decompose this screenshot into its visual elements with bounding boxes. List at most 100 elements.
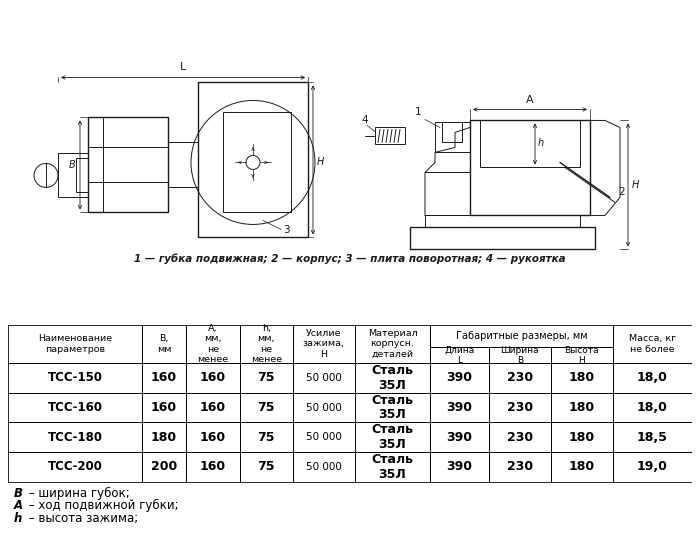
Text: Сталь
35Л: Сталь 35Л [372, 364, 414, 391]
Text: 230: 230 [507, 431, 533, 444]
Bar [430, 452, 489, 482]
Text: B,
мм: B, мм [157, 335, 172, 353]
Text: 2: 2 [618, 187, 624, 198]
Bar [141, 325, 186, 363]
Text: 230: 230 [507, 372, 533, 384]
Text: 160: 160 [200, 460, 226, 474]
Bar [293, 363, 355, 393]
Text: L: L [180, 62, 186, 72]
Text: 19,0: 19,0 [636, 460, 668, 474]
Bar [489, 393, 551, 423]
Bar [186, 423, 239, 452]
Text: 390: 390 [447, 401, 473, 414]
Text: H: H [317, 157, 324, 168]
Text: 3: 3 [283, 226, 290, 235]
Text: 1 — губка подвижная; 2 — корпус; 3 — плита поворотная; 4 — рукоятка: 1 — губка подвижная; 2 — корпус; 3 — пли… [134, 254, 566, 264]
Bar [551, 363, 612, 393]
Bar [430, 393, 489, 423]
Text: h: h [538, 139, 544, 148]
Text: – ход подвижной губки;: – ход подвижной губки; [25, 499, 179, 512]
Text: 180: 180 [568, 460, 595, 474]
Text: Высота
H: Высота H [564, 345, 599, 365]
Text: ТСС-180: ТСС-180 [48, 431, 102, 444]
Text: 180: 180 [568, 401, 595, 414]
Text: ТСС-150: ТСС-150 [48, 372, 102, 384]
Text: Сталь
35Л: Сталь 35Л [372, 424, 414, 451]
Bar [442, 122, 462, 142]
Text: 390: 390 [447, 372, 473, 384]
Bar [410, 228, 595, 250]
Bar [355, 363, 430, 393]
Bar [355, 452, 430, 482]
Text: 18,0: 18,0 [636, 401, 668, 414]
Bar [168, 142, 198, 187]
Text: Усилие
зажима,
Н: Усилие зажима, Н [303, 329, 345, 359]
Text: 200: 200 [150, 460, 177, 474]
Text: 160: 160 [200, 372, 226, 384]
Text: Ширина
B: Ширина B [500, 345, 539, 365]
Bar [612, 452, 692, 482]
Bar [489, 347, 551, 363]
Text: 180: 180 [151, 431, 177, 444]
Text: 18,0: 18,0 [636, 372, 668, 384]
Bar [239, 325, 293, 363]
Bar [76, 158, 88, 192]
Text: Наименование
параметров: Наименование параметров [38, 335, 112, 353]
Bar [223, 112, 291, 213]
Bar [612, 325, 692, 363]
Text: Материал
корпусн.
деталей: Материал корпусн. деталей [368, 329, 417, 359]
Bar [355, 423, 430, 452]
Bar [551, 393, 612, 423]
Text: 50 000: 50 000 [306, 462, 342, 472]
Text: 180: 180 [568, 372, 595, 384]
Text: 4: 4 [362, 115, 368, 126]
Text: Сталь
35Л: Сталь 35Л [372, 453, 414, 481]
Text: 160: 160 [151, 372, 177, 384]
Text: Длина
L: Длина L [444, 345, 475, 365]
Bar [239, 393, 293, 423]
Text: 160: 160 [151, 401, 177, 414]
Text: 390: 390 [447, 431, 473, 444]
Text: ТСС-160: ТСС-160 [48, 401, 102, 414]
Text: A: A [14, 499, 23, 512]
Bar [430, 423, 489, 452]
Text: 75: 75 [258, 460, 275, 474]
Bar [612, 393, 692, 423]
Text: 50 000: 50 000 [306, 403, 342, 412]
Text: 75: 75 [258, 372, 275, 384]
Text: B: B [69, 161, 75, 170]
Bar [186, 363, 239, 393]
Bar [612, 423, 692, 452]
Text: 180: 180 [568, 431, 595, 444]
Bar [8, 423, 141, 452]
Text: 75: 75 [258, 401, 275, 414]
Text: 50 000: 50 000 [306, 373, 342, 383]
Text: B: B [14, 487, 23, 499]
Bar [186, 452, 239, 482]
Text: H: H [632, 180, 639, 190]
Bar [355, 325, 430, 363]
Bar [430, 325, 612, 347]
Bar [612, 363, 692, 393]
Text: A: A [526, 96, 534, 105]
Bar [470, 120, 590, 215]
Text: 50 000: 50 000 [306, 432, 342, 442]
Bar [293, 452, 355, 482]
Bar [480, 120, 580, 168]
Bar [186, 393, 239, 423]
Bar [8, 363, 141, 393]
Text: Масса, кг
не более: Масса, кг не более [629, 335, 676, 353]
Text: 390: 390 [447, 460, 473, 474]
Text: 75: 75 [258, 431, 275, 444]
Text: 160: 160 [200, 401, 226, 414]
Text: – высота зажима;: – высота зажима; [25, 512, 139, 525]
Bar [8, 393, 141, 423]
Bar [430, 347, 489, 363]
Bar [239, 423, 293, 452]
Bar [489, 363, 551, 393]
Text: h: h [14, 512, 22, 525]
Text: 1: 1 [414, 107, 421, 118]
Text: Габаритные размеры, мм: Габаритные размеры, мм [456, 331, 587, 341]
Text: 160: 160 [200, 431, 226, 444]
Bar [88, 118, 168, 213]
